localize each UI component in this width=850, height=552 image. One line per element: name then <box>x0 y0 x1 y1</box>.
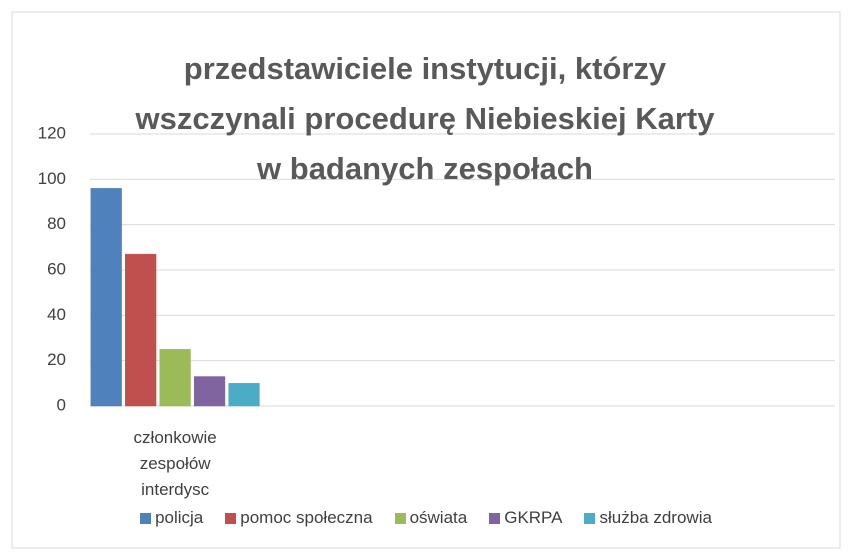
legend-swatch <box>140 512 152 524</box>
y-tick-label: 60 <box>47 259 66 278</box>
legend-item: pomoc społeczna <box>225 508 373 528</box>
legend-label: pomoc społeczna <box>240 508 373 527</box>
legend-swatch <box>225 512 237 524</box>
legend-label: GKRPA <box>504 508 563 527</box>
y-tick-label: 120 <box>38 123 66 142</box>
legend-label: oświata <box>409 508 468 527</box>
y-tick-label: 0 <box>57 395 66 414</box>
x-tick-label: członkowie zespołów interdysc <box>133 428 217 499</box>
chart-title: przedstawiciele instytucji, którzy wszcz… <box>135 51 715 186</box>
legend-label: policja <box>155 508 204 527</box>
y-tick-label: 20 <box>47 350 66 369</box>
legend-item: policja <box>140 508 203 528</box>
bar <box>193 376 226 407</box>
bar <box>228 383 260 407</box>
bar <box>90 188 122 407</box>
legend-label: służba zdrowia <box>599 508 712 527</box>
legend-item: GKRPA <box>489 508 562 528</box>
legend-swatch <box>489 512 501 524</box>
y-tick-label: 40 <box>47 305 66 324</box>
legend-swatch <box>394 512 406 524</box>
bar <box>159 349 191 407</box>
legend-item: oświata <box>394 508 468 528</box>
y-tick-label: 100 <box>38 169 66 188</box>
bar <box>125 253 157 407</box>
legend-item: służba zdrowia <box>584 508 712 528</box>
legend: policja pomoc społeczna oświata GKRPA służba… <box>12 508 840 528</box>
legend-swatch <box>584 512 596 524</box>
y-tick-label: 80 <box>47 214 66 233</box>
